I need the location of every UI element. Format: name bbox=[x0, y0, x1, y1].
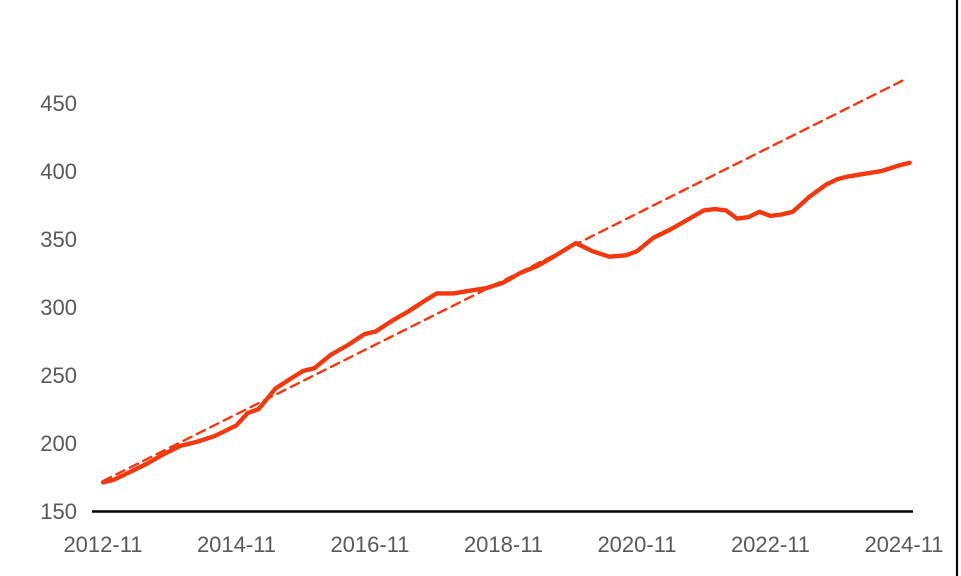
x-tick-label: 2012-11 bbox=[63, 532, 142, 557]
x-tick-label: 2024-11 bbox=[864, 532, 943, 557]
x-tick-label: 2014-11 bbox=[197, 532, 276, 557]
y-tick-label: 450 bbox=[40, 91, 77, 116]
y-tick-label: 250 bbox=[40, 363, 77, 388]
x-tick-label: 2020-11 bbox=[597, 532, 676, 557]
series-actual-index-line bbox=[100, 160, 912, 485]
y-tick-label: 150 bbox=[40, 499, 77, 524]
x-tick-label: 2022-11 bbox=[731, 532, 810, 557]
y-tick-label: 350 bbox=[40, 227, 77, 252]
x-tick-label: 2016-11 bbox=[330, 532, 409, 557]
series-linear-trend-line bbox=[101, 78, 906, 483]
x-tick-label: 2018-11 bbox=[464, 532, 543, 557]
y-tick-label: 200 bbox=[40, 431, 77, 456]
y-tick-label: 300 bbox=[40, 295, 77, 320]
y-tick-label: 400 bbox=[40, 159, 77, 184]
